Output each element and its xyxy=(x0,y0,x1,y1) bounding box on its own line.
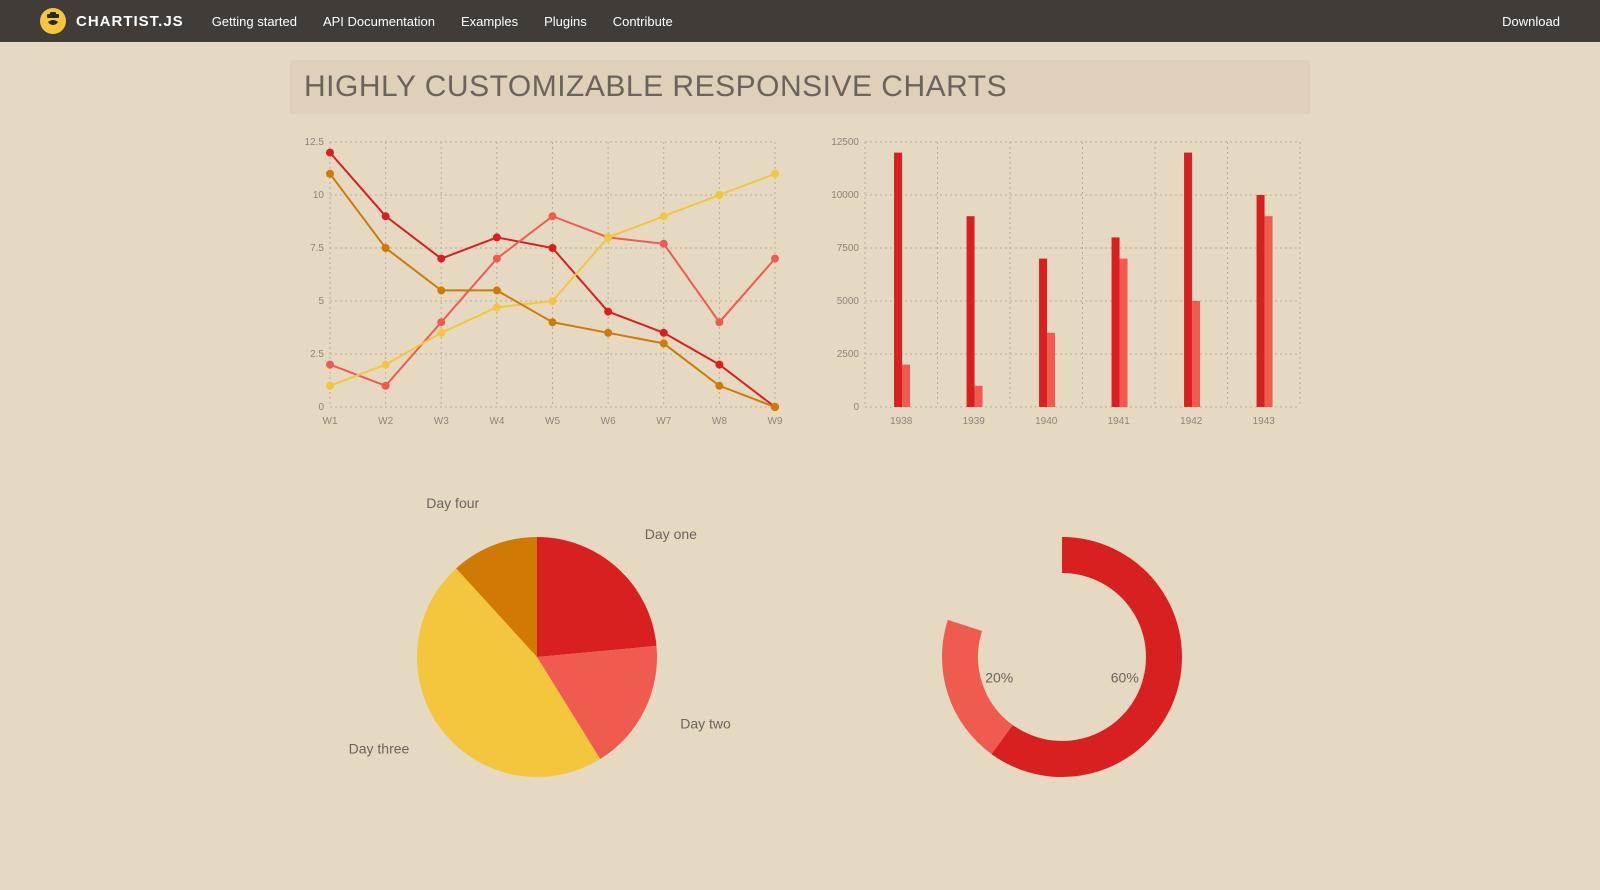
section-title: HIGHLY CUSTOMIZABLE RESPONSIVE CHARTS xyxy=(290,60,1310,114)
svg-text:10: 10 xyxy=(313,190,325,201)
pie-chart: Day one Day two Day three Day four xyxy=(290,477,785,817)
svg-text:7.5: 7.5 xyxy=(310,243,324,254)
svg-text:1943: 1943 xyxy=(1253,416,1276,427)
svg-text:60%: 60% xyxy=(1111,669,1139,685)
svg-text:2500: 2500 xyxy=(837,349,860,360)
svg-text:W7: W7 xyxy=(656,416,671,427)
nav-link-examples[interactable]: Examples xyxy=(461,14,518,29)
svg-text:0: 0 xyxy=(318,402,324,413)
chart-row-2: Day one Day two Day three Day four 60% 20% xyxy=(290,477,1310,817)
gauge-chart: 60% 20% xyxy=(815,477,1310,817)
svg-text:W2: W2 xyxy=(378,416,393,427)
svg-text:Day two: Day two xyxy=(680,715,731,731)
nav-links: Getting started API Documentation Exampl… xyxy=(212,14,673,29)
svg-text:Day four: Day four xyxy=(426,495,479,511)
brand-text: CHARTIST.JS xyxy=(76,13,184,30)
svg-text:5000: 5000 xyxy=(837,296,860,307)
svg-text:5: 5 xyxy=(318,296,324,307)
nav-link-contribute[interactable]: Contribute xyxy=(613,14,673,29)
svg-text:Day three: Day three xyxy=(349,740,410,756)
svg-text:10000: 10000 xyxy=(831,190,859,201)
svg-text:W6: W6 xyxy=(601,416,616,427)
svg-text:1942: 1942 xyxy=(1180,416,1203,427)
nav-link-download[interactable]: Download xyxy=(1502,14,1560,29)
line-chart: 0 2.5 5 7.5 10 12.5 W1 W2 W3 W4 W5 W6 W7 W8 W9 xyxy=(290,132,785,437)
svg-text:12.5: 12.5 xyxy=(305,137,325,148)
svg-text:1939: 1939 xyxy=(963,416,986,427)
svg-text:W1: W1 xyxy=(323,416,338,427)
svg-text:12500: 12500 xyxy=(831,137,859,148)
logo[interactable]: CHARTIST.JS xyxy=(40,8,184,34)
svg-text:W8: W8 xyxy=(712,416,727,427)
nav-link-plugins[interactable]: Plugins xyxy=(544,14,587,29)
bar-chart: 0 2500 5000 7500 10000 12500 1938 1939 1940 1941 1… xyxy=(815,132,1310,437)
svg-text:7500: 7500 xyxy=(837,243,860,254)
svg-text:1940: 1940 xyxy=(1035,416,1058,427)
nav-left: CHARTIST.JS Getting started API Document… xyxy=(40,8,673,34)
svg-text:20%: 20% xyxy=(985,669,1013,685)
svg-text:W9: W9 xyxy=(768,416,783,427)
svg-text:1941: 1941 xyxy=(1108,416,1131,427)
svg-text:2.5: 2.5 xyxy=(310,349,324,360)
chart-row-1: 0 2.5 5 7.5 10 12.5 W1 W2 W3 W4 W5 W6 W7 W8 W9 0 2500 50… xyxy=(290,132,1310,437)
svg-text:1938: 1938 xyxy=(890,416,913,427)
svg-text:W3: W3 xyxy=(434,416,449,427)
logo-icon xyxy=(40,8,66,34)
nav-link-getting-started[interactable]: Getting started xyxy=(212,14,297,29)
navbar: CHARTIST.JS Getting started API Document… xyxy=(0,0,1600,42)
main-container: HIGHLY CUSTOMIZABLE RESPONSIVE CHARTS 0 2… xyxy=(290,42,1310,877)
svg-text:Day one: Day one xyxy=(645,526,697,542)
svg-text:W5: W5 xyxy=(545,416,560,427)
svg-text:0: 0 xyxy=(853,402,859,413)
svg-text:W4: W4 xyxy=(489,416,504,427)
nav-link-api[interactable]: API Documentation xyxy=(323,14,435,29)
